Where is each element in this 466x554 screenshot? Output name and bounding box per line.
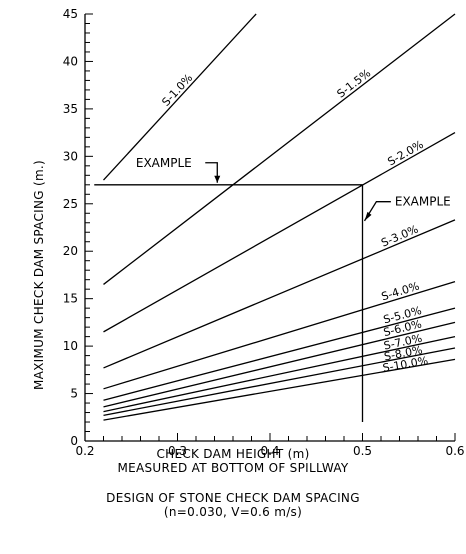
series-labels: S-1.0% S-1.5%S-2.0%S-3.0%S-4.0%S-5.0%S-6.… xyxy=(159,67,429,375)
y-tick-label: 35 xyxy=(63,102,78,116)
chart-subtitle: (n=0.030, V=0.6 m/s) xyxy=(163,505,303,519)
y-tick-label: 5 xyxy=(70,387,78,401)
example-arrow-2 xyxy=(364,211,372,221)
series-line-8 xyxy=(103,335,456,413)
y-tick-label: 10 xyxy=(63,339,78,353)
x-axis-label: CHECK DAM HEIGHT (m) xyxy=(156,447,310,461)
y-tick-label: 40 xyxy=(63,54,78,68)
series-line-6 xyxy=(103,307,456,401)
series-line-5 xyxy=(103,280,456,390)
series-label-2: S-1.5% xyxy=(335,67,374,101)
series-line-4 xyxy=(103,219,456,369)
series-label-4: S-3.0% xyxy=(379,223,420,250)
y-tick-label: 25 xyxy=(63,197,78,211)
series-lines xyxy=(103,13,456,421)
y-axis: 0 5 10 15 20 25 30 35 40 45 xyxy=(63,7,93,448)
example-arrow-1 xyxy=(214,175,221,183)
example-label-2: EXAMPLE xyxy=(395,195,451,209)
x-tick-label: 0.3 xyxy=(168,444,187,458)
example-leader-2 xyxy=(363,201,391,222)
x-tick-label: 0.6 xyxy=(445,444,464,458)
series-line-3 xyxy=(103,132,456,333)
y-tick-label: 45 xyxy=(63,7,78,21)
series-line-10 xyxy=(103,358,456,421)
series-line-2 xyxy=(103,13,456,285)
series-label-5: S-4.0% xyxy=(380,280,421,304)
chart-title: DESIGN OF STONE CHECK DAM SPACING xyxy=(106,491,360,505)
series-line-9 xyxy=(103,347,456,417)
example-label-1: EXAMPLE xyxy=(136,156,192,170)
series-line-1 xyxy=(103,13,257,181)
example-leader-1 xyxy=(205,162,218,183)
y-tick-label: 20 xyxy=(63,244,78,258)
x-tick-label: 0.5 xyxy=(353,444,372,458)
y-tick-label: 30 xyxy=(63,149,78,163)
x-tick-label: 0.4 xyxy=(260,444,279,458)
y-tick-label: 15 xyxy=(63,292,78,306)
example-annotation: EXAMPLE EXAMPLE xyxy=(94,156,451,423)
x-tick-label: 0.2 xyxy=(75,444,94,458)
series-line-7 xyxy=(103,321,456,408)
x-axis-sublabel: MEASURED AT BOTTOM OF SPILLWAY xyxy=(117,461,349,475)
y-axis-label: MAXIMUM CHECK DAM SPACING (m.) xyxy=(32,160,46,390)
y-tick-label: 0 xyxy=(70,434,78,448)
x-axis: 0.2 0.3 0.4 0.5 0.6 xyxy=(75,433,465,458)
series-label-1: S-1.0% xyxy=(159,71,195,108)
